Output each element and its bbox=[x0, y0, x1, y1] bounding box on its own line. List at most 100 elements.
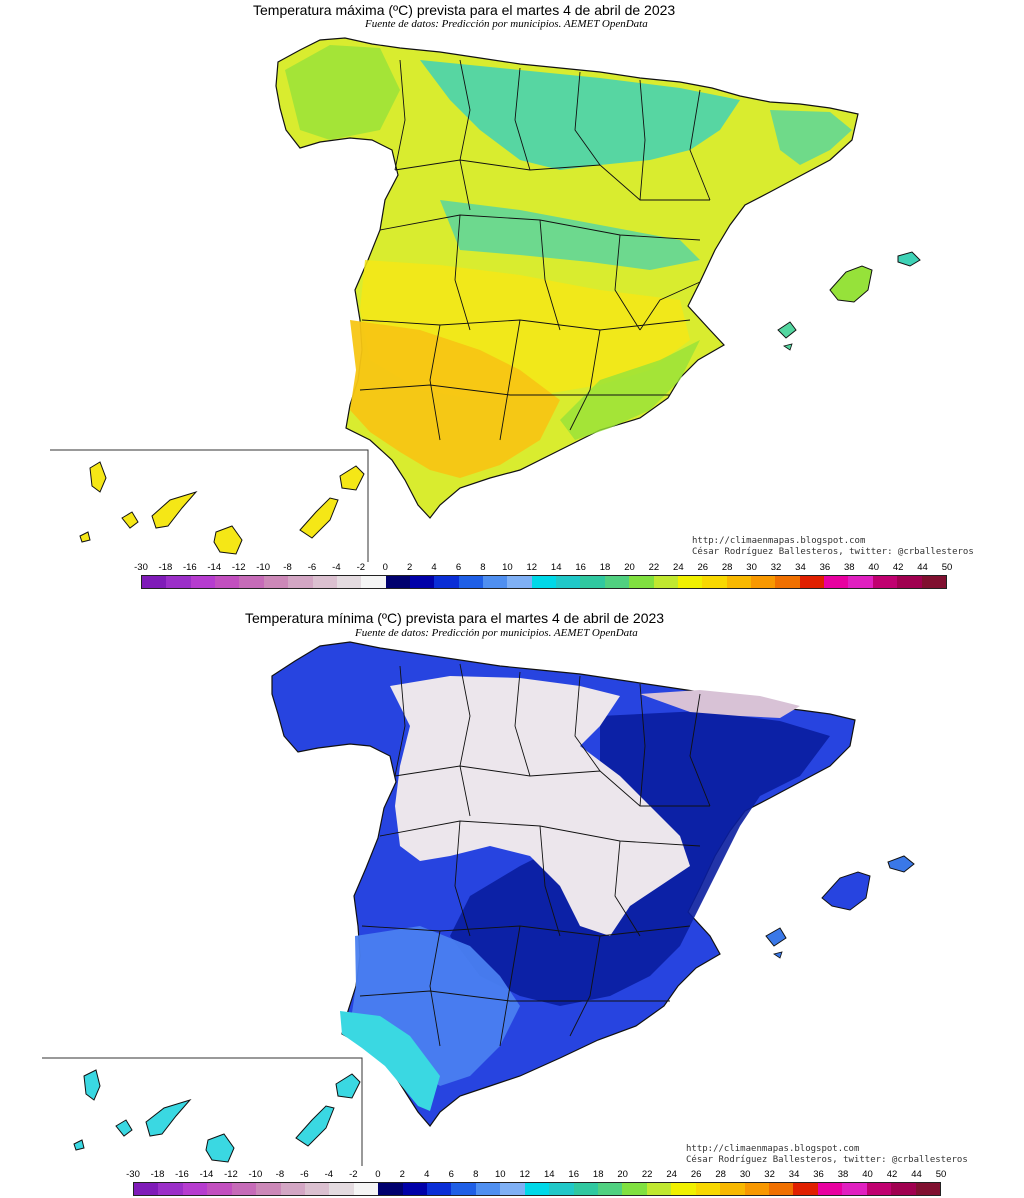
legend-tick-label: 20 bbox=[624, 562, 635, 573]
min-map-title: Temperatura mínima (ºC) prevista para el… bbox=[245, 610, 665, 626]
legend-tick-label: -30 bbox=[126, 1169, 140, 1180]
legend-tick-label: -18 bbox=[158, 562, 173, 573]
legend-swatch bbox=[263, 576, 289, 588]
legend-swatch bbox=[744, 1183, 769, 1195]
legend-tick-label: 6 bbox=[455, 562, 462, 573]
legend-tick-label: 12 bbox=[526, 562, 538, 573]
green-southeast-coast bbox=[560, 340, 700, 440]
legend-tick-label: 6 bbox=[448, 1169, 454, 1180]
legend-tick-label: 0 bbox=[375, 1169, 381, 1180]
min-credit-author: César Rodríguez Ballesteros, twitter: @c… bbox=[686, 1155, 968, 1165]
legend-swatch bbox=[549, 1183, 574, 1195]
canary-islands bbox=[73, 1069, 361, 1163]
legend-swatch bbox=[671, 1183, 696, 1195]
legend-swatch bbox=[231, 1183, 257, 1195]
legend-swatch bbox=[336, 576, 362, 588]
legend-tick-label: 50 bbox=[941, 562, 953, 573]
legend-tick-label: 40 bbox=[868, 562, 880, 573]
legend-tick-label: 28 bbox=[721, 562, 733, 573]
max-legend-labels: -30 -18 -16 -14 -12 -10 -8 -6 -4 -2 0 2 4 6 8 10 12 14 16 1… bbox=[134, 562, 952, 575]
legend-swatch bbox=[720, 1183, 745, 1195]
legend-swatch bbox=[915, 1183, 940, 1195]
green-northwest-zone bbox=[285, 45, 400, 140]
legend-swatch bbox=[288, 576, 313, 588]
canary-inset-frame bbox=[50, 449, 369, 562]
legend-swatch bbox=[190, 576, 216, 588]
legend-tick-label: 26 bbox=[697, 562, 709, 573]
legend-swatch bbox=[750, 576, 776, 588]
legend-swatch bbox=[353, 1183, 379, 1195]
min-credit-url: http://climaenmapas.blogspot.com bbox=[686, 1144, 860, 1154]
legend-swatch bbox=[378, 1183, 403, 1195]
legend-swatch bbox=[573, 1183, 599, 1195]
legend-swatch bbox=[409, 576, 435, 588]
legend-tick-label: 32 bbox=[764, 1169, 775, 1180]
legend-swatch bbox=[427, 1183, 452, 1195]
cool-north-zone bbox=[420, 60, 740, 170]
legend-swatch bbox=[646, 1183, 672, 1195]
legend-tick-label: -4 bbox=[324, 1169, 334, 1180]
max-map-source: Fuente de datos: Predicción por municipi… bbox=[365, 18, 648, 30]
legend-swatch bbox=[524, 1183, 550, 1195]
legend-tick-label: -16 bbox=[175, 1169, 189, 1180]
legend-swatch bbox=[451, 1183, 476, 1195]
legend-swatch bbox=[134, 1183, 159, 1195]
legend-swatch bbox=[695, 1183, 721, 1195]
legend-tick-label: 32 bbox=[770, 562, 782, 573]
legend-tick-label: -8 bbox=[275, 1169, 285, 1180]
hot-southwest-zone bbox=[350, 320, 560, 478]
legend-swatch bbox=[182, 1183, 208, 1195]
legend-tick-label: 10 bbox=[502, 562, 513, 573]
legend-tick-label: 12 bbox=[519, 1169, 531, 1180]
legend-tick-label: 8 bbox=[480, 562, 486, 573]
legend-tick-label: -12 bbox=[224, 1169, 238, 1180]
legend-tick-label: 26 bbox=[690, 1169, 702, 1180]
legend-tick-label: 42 bbox=[892, 562, 904, 573]
legend-tick-label: 14 bbox=[543, 1169, 555, 1180]
legend-tick-label: 34 bbox=[788, 1169, 800, 1180]
legend-tick-label: 2 bbox=[407, 562, 413, 573]
legend-swatch bbox=[500, 1183, 525, 1195]
min-map-source: Fuente de datos: Predicción por municipi… bbox=[355, 627, 638, 639]
legend-tick-label: 14 bbox=[550, 562, 562, 573]
legend-swatch bbox=[775, 576, 800, 588]
mallorca-island bbox=[821, 871, 871, 911]
legend-tick-label: 38 bbox=[844, 562, 855, 573]
legend-tick-label: 36 bbox=[819, 562, 831, 573]
legend-swatch bbox=[580, 576, 605, 588]
legend-swatch bbox=[598, 1183, 623, 1195]
legend-tick-label: 22 bbox=[641, 1169, 653, 1180]
legend-tick-label: 30 bbox=[739, 1169, 751, 1180]
legend-swatch bbox=[629, 576, 654, 588]
legend-tick-label: 44 bbox=[911, 1169, 922, 1180]
legend-tick-label: 2 bbox=[399, 1169, 405, 1180]
ibiza-island bbox=[777, 321, 797, 339]
max-map-title: Temperatura máxima (ºC) prevista para el… bbox=[253, 2, 676, 18]
min-temperature-panel: Temperatura mínima (ºC) prevista para el… bbox=[0, 606, 1024, 1198]
legend-swatch bbox=[556, 576, 581, 588]
legend-swatch bbox=[434, 576, 459, 588]
legend-tick-label: 22 bbox=[648, 562, 660, 573]
legend-swatch bbox=[677, 576, 703, 588]
legend-swatch bbox=[207, 1183, 232, 1195]
legend-swatch bbox=[799, 576, 825, 588]
legend-tick-label: -4 bbox=[332, 562, 341, 573]
legend-tick-label: 34 bbox=[795, 562, 806, 573]
legend-tick-label: 50 bbox=[935, 1169, 947, 1180]
formentera-island bbox=[783, 343, 793, 351]
legend-tick-label: -18 bbox=[150, 1169, 165, 1180]
legend-tick-label: 20 bbox=[617, 1169, 628, 1180]
max-temperature-map bbox=[50, 37, 921, 562]
legend-tick-label: 10 bbox=[494, 1169, 506, 1180]
legend-swatch bbox=[866, 1183, 892, 1195]
legend-tick-label: 16 bbox=[575, 562, 586, 573]
min-legend-swatches bbox=[133, 1182, 941, 1196]
legend-swatch bbox=[280, 1183, 305, 1195]
legend-swatch bbox=[402, 1183, 428, 1195]
legend-swatch bbox=[312, 576, 337, 588]
legend-swatch bbox=[768, 1183, 794, 1195]
legend-swatch bbox=[483, 576, 508, 588]
legend-swatch bbox=[921, 576, 946, 588]
legend-swatch bbox=[475, 1183, 501, 1195]
legend-swatch bbox=[385, 576, 410, 588]
